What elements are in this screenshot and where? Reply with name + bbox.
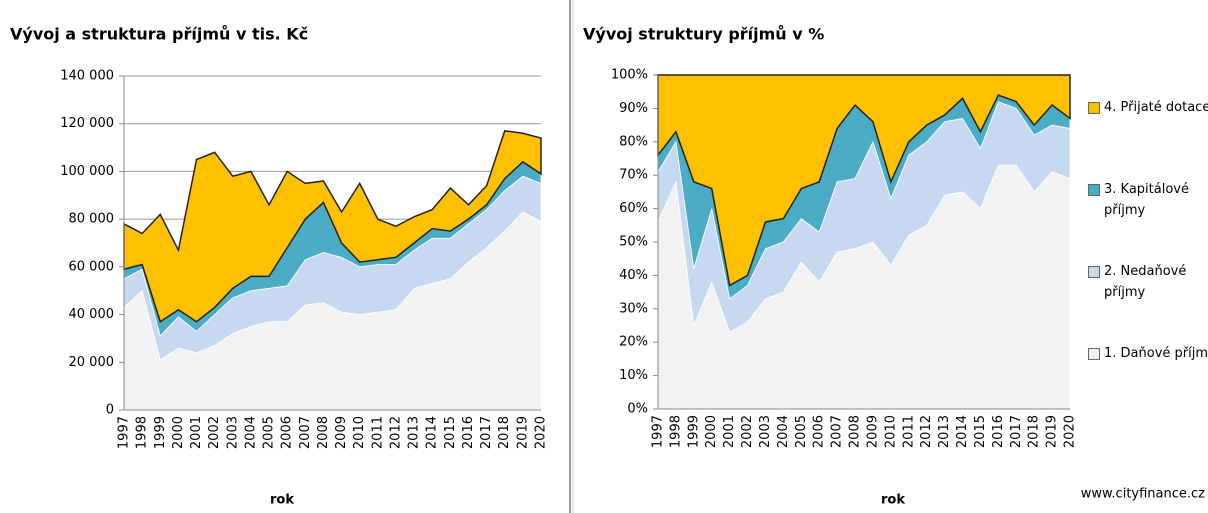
area [123,130,542,323]
y-tick-label: 60 000 [69,259,115,274]
x-tick-label: 1999 [153,416,168,449]
y-tick-label: 40% [619,268,648,283]
x-axis-label: rok [270,493,294,508]
x-tick-label: 2011 [370,416,385,449]
x-tick-label: 2013 [937,415,952,448]
x-tick-label: 1997 [117,416,132,449]
y-tick-label: 50% [619,235,648,250]
x-tick-label: 2004 [776,415,791,448]
legend-swatch [1088,102,1100,114]
legend-label: 3. Kapitálové příjmy [1104,182,1189,218]
legend-label: 4. Přijaté dotace [1104,100,1208,115]
x-tick-label: 2003 [758,415,773,448]
x-tick-label: 2001 [189,416,204,449]
x-tick-label: 2010 [352,416,367,449]
x-tick-label: 2010 [883,415,898,448]
x-tick-label: 2000 [704,415,719,448]
x-tick-label: 1997 [651,415,666,448]
x-tick-label: 2018 [497,416,512,449]
y-tick-label: 40 000 [69,307,115,322]
x-tick-label: 2013 [407,416,422,449]
legend-item: 1. Daňové příjmy [1088,343,1208,364]
x-tick-label: 2002 [207,416,222,449]
x-tick-label: 2003 [225,416,240,449]
y-tick-label: 80 000 [69,212,115,227]
x-tick-label: 2015 [443,416,458,449]
x-tick-label: 2004 [243,416,258,449]
x-tick-label: 2018 [1027,415,1042,448]
y-tick-label: 0 [106,403,114,418]
y-tick-label: 100 000 [60,164,114,179]
x-tick-label: 2001 [722,415,737,448]
x-tick-label: 2008 [316,416,331,449]
legend-swatch [1088,348,1100,360]
x-tick-label: 2020 [1063,415,1078,448]
x-tick-label: 2014 [955,415,970,448]
x-tick-label: 2005 [794,415,809,448]
y-tick-label: 20% [619,335,648,350]
x-tick-label: 2012 [919,415,934,448]
x-tick-label: 2012 [388,416,403,449]
chart-title: Vývoj struktury příjmů v % [583,25,824,44]
x-tick-label: 2019 [515,416,530,449]
legend-label: 2. Nedaňové příjmy [1104,264,1187,300]
legend-swatch [1088,184,1100,196]
x-tick-label: 1998 [135,416,150,449]
y-tick-label: 100% [611,68,648,83]
y-tick-label: 0% [627,402,648,417]
x-tick-label: 2014 [425,416,440,449]
x-tick-label: 2009 [334,416,349,449]
x-tick-label: 2008 [848,415,863,448]
x-tick-label: 2017 [479,416,494,449]
source: www.cityfinance.cz [1081,487,1205,502]
y-tick-label: 30% [619,301,648,316]
y-tick-label: 60% [619,201,648,216]
legend-swatch [1088,266,1100,278]
legend-item: 3. Kapitálové příjmy [1088,179,1208,221]
x-tick-label: 2017 [1009,415,1024,448]
x-tick-label: 2015 [973,415,988,448]
x-tick-label: 1998 [668,415,683,448]
y-tick-label: 120 000 [60,116,114,131]
y-tick-label: 70% [619,168,648,183]
x-tick-label: 1999 [686,415,701,448]
x-tick-label: 2007 [830,415,845,448]
legend-item: 4. Přijaté dotace [1088,97,1208,118]
y-tick-label: 20 000 [69,355,115,370]
x-tick-label: 2007 [298,416,313,449]
x-tick-label: 2006 [812,415,827,448]
x-tick-label: 2019 [1045,415,1060,448]
chart-title: Vývoj a struktura příjmů v tis. Kč [10,25,308,44]
y-tick-label: 140 000 [60,69,114,84]
x-tick-label: 2006 [280,416,295,449]
legend-label: 1. Daňové příjmy [1104,346,1208,361]
y-tick-label: 10% [619,368,648,383]
x-tick-label: 2020 [534,416,549,449]
x-tick-label: 2002 [740,415,755,448]
x-tick-label: 2016 [461,416,476,449]
x-tick-label: 2011 [901,415,916,448]
x-tick-label: 2016 [991,415,1006,448]
x-tick-label: 2000 [171,416,186,449]
x-tick-label: 2005 [262,416,277,449]
y-tick-label: 90% [619,101,648,116]
area [657,74,1071,287]
x-axis-label: rok [881,493,905,508]
x-tick-label: 2009 [865,415,880,448]
y-tick-label: 80% [619,134,648,149]
legend-item: 2. Nedaňové příjmy [1088,261,1208,303]
